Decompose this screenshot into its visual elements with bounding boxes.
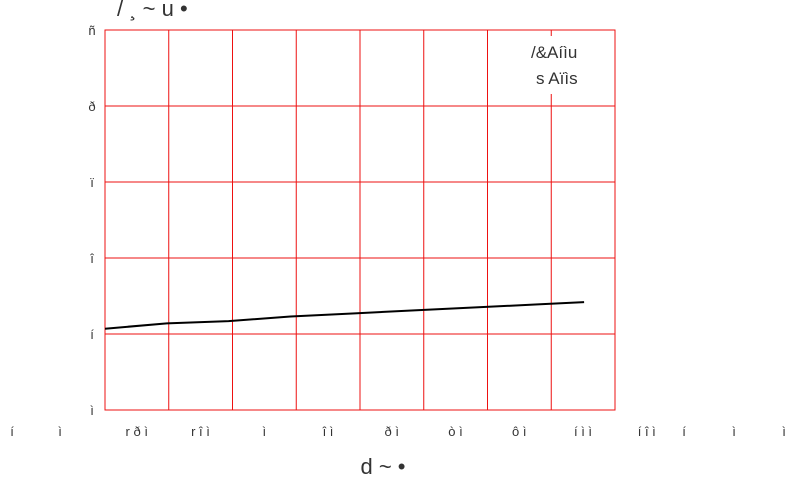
x-tick-label: í ì ì <box>574 424 592 439</box>
x-tick-label: ð ì <box>385 424 399 439</box>
grid <box>104 29 616 411</box>
series-layer <box>104 301 585 330</box>
x-tick-label: ô ì <box>512 424 526 439</box>
y-tick-label: ì <box>90 403 94 418</box>
legend-entry: s Aïìs <box>536 69 578 88</box>
y-tick-label: ð <box>88 99 95 114</box>
y-tick-label: ï <box>90 175 94 190</box>
x-tick-label: ò ì <box>448 424 462 439</box>
x-tick-label: r î ì <box>191 424 210 439</box>
x-edge-label: ì <box>782 424 786 439</box>
x-axis-title: d ~ • <box>360 454 405 477</box>
x-tick-label: ì <box>262 424 266 439</box>
x-edge-label: í <box>682 424 686 439</box>
y-tick-label: î <box>89 251 94 266</box>
y-tick-label: ñ <box>88 23 95 38</box>
y-axis-title: / ¸ ~ u • <box>117 0 188 22</box>
series-line <box>104 301 585 330</box>
x-edge-label: ì <box>732 424 736 439</box>
legend-box <box>525 36 611 94</box>
y-tick-labels: ì í î ï ð ñ <box>88 23 95 418</box>
y-tick-label: í <box>90 327 94 342</box>
x-edge-label: í <box>10 424 14 439</box>
legend: /&Aíìu s Aïìs <box>525 36 611 94</box>
x-tick-label: r ð ì <box>126 424 148 439</box>
x-tick-label: î ì <box>322 424 334 439</box>
plot-frame <box>104 29 616 411</box>
x-tick-label: í î ì <box>638 424 656 439</box>
legend-entry: /&Aíìu <box>531 43 577 62</box>
x-edge-label: ì <box>58 424 62 439</box>
